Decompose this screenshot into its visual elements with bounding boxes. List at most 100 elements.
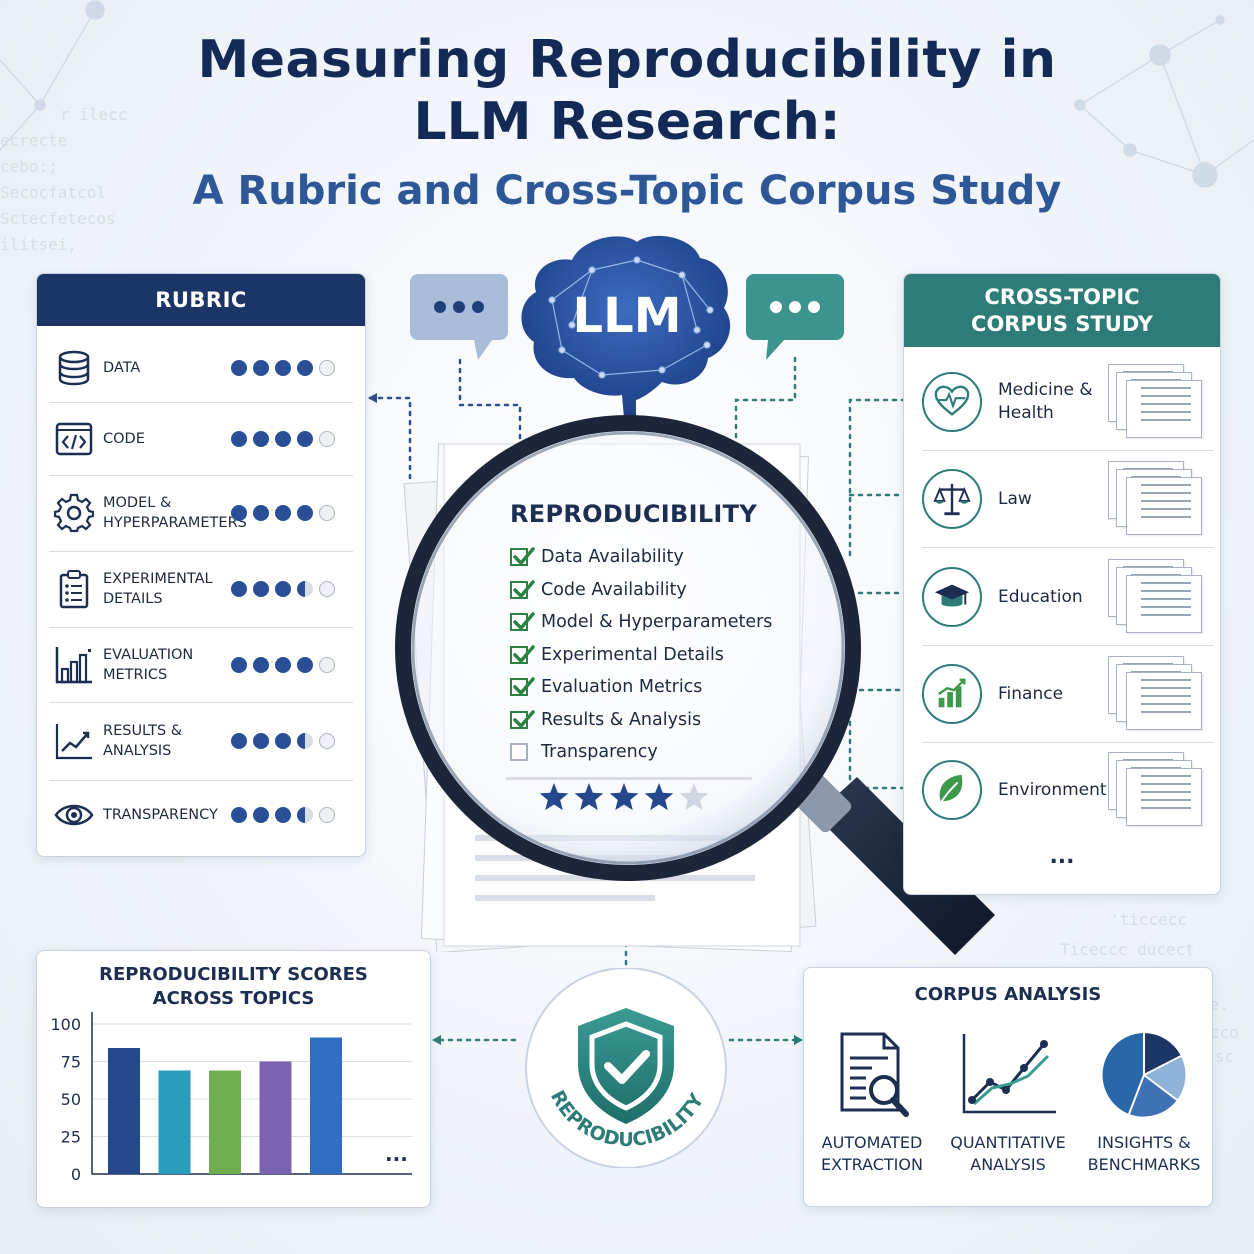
line-chart-icon xyxy=(49,716,99,766)
topic-label: Finance xyxy=(998,683,1064,704)
rubric-label: MODEL & HYPERPARAMETERS xyxy=(103,495,247,531)
code-icon xyxy=(49,414,99,464)
rubric-row: RESULTS & ANALYSIS xyxy=(49,702,353,781)
gear-icon xyxy=(49,488,99,538)
star-filled-icon xyxy=(574,783,604,811)
score-dot xyxy=(231,807,247,823)
checklist-item: Experimental Details xyxy=(510,645,724,665)
rubric-row: DATA xyxy=(49,334,353,403)
y-tick-label: 75 xyxy=(61,1053,81,1072)
rubric-panel: RUBRIC DATA CODE MODEL & HYPERPARAMETERS EX… xyxy=(36,273,366,857)
score-dot xyxy=(319,656,335,673)
score-dot xyxy=(319,581,335,597)
chart-title-line2: ACROSS TOPICS xyxy=(152,988,315,1009)
page-subtitle: A Rubric and Cross-Topic Corpus Study xyxy=(192,168,1062,214)
rubric-row: TRANSPARENCY xyxy=(49,780,353,850)
score-dot xyxy=(253,505,269,521)
corpus-header-line1: CROSS-TOPIC xyxy=(984,284,1140,309)
chat-bubble-icon xyxy=(746,274,844,360)
rubric-row: EVALUATION METRICS xyxy=(49,627,353,703)
score-dot xyxy=(319,733,335,749)
bar xyxy=(259,1061,292,1174)
score-dots xyxy=(231,430,335,447)
score-dot xyxy=(231,581,247,597)
star-empty-icon xyxy=(679,783,709,811)
rubric-row: EXPERIMENTAL DETAILS xyxy=(49,551,353,628)
score-dot xyxy=(297,581,313,597)
divider xyxy=(506,777,752,780)
rubric-label: TRANSPARENCY xyxy=(103,807,218,823)
score-dot xyxy=(253,733,269,749)
analysis-label-line2: EXTRACTION xyxy=(821,1155,923,1174)
score-dots xyxy=(231,656,335,673)
checklist-label: Evaluation Metrics xyxy=(541,677,703,697)
topic-label: Education xyxy=(998,586,1083,607)
score-dot xyxy=(253,807,269,823)
score-dot xyxy=(231,430,247,447)
score-dot xyxy=(319,505,335,521)
score-dot xyxy=(253,360,269,376)
page-title-line2: LLM Research: xyxy=(413,92,841,152)
svg-text:Ticeccc ducect: Ticeccc ducect xyxy=(1060,940,1195,959)
rubric-header: RUBRIC xyxy=(37,274,365,326)
score-dot xyxy=(275,656,291,673)
score-dot xyxy=(319,430,335,447)
corpus-analysis-panel: CORPUS ANALYSIS AUTOMATED EXTRACTION QUAN… xyxy=(803,967,1213,1207)
score-dot xyxy=(297,505,313,521)
score-dot xyxy=(275,360,291,376)
score-dot xyxy=(319,807,335,823)
checklist-item: Model & Hyperparameters xyxy=(510,612,772,632)
checkbox-checked-icon xyxy=(510,579,535,599)
page-title-line1: Measuring Reproducibility in xyxy=(197,30,1057,90)
bar-chart: 100 75 50 25 0... xyxy=(50,1012,412,1184)
checklist-label: Results & Analysis xyxy=(541,709,702,730)
rubric-label: EVALUATION METRICS xyxy=(103,646,194,683)
svg-text:'ticcecc: 'ticcecc xyxy=(1110,910,1187,929)
document-stack-icon xyxy=(1108,461,1208,537)
topic-row: Law xyxy=(922,451,1214,548)
score-dot xyxy=(253,656,269,673)
star-filled-icon xyxy=(644,783,674,811)
svg-text:Sctecfetecos: Sctecfetecos xyxy=(0,209,116,228)
score-dots xyxy=(231,807,335,823)
checkbox-checked-icon xyxy=(510,709,535,729)
corpus-study-header: CROSS-TOPIC CORPUS STUDY xyxy=(904,274,1220,347)
rubric-label: CODE xyxy=(103,430,145,447)
chart-title-line1: REPRODUCIBILITY SCORES xyxy=(99,964,368,985)
graduation-cap-icon xyxy=(922,567,982,627)
checkbox-checked-icon xyxy=(510,644,535,664)
score-dot xyxy=(275,733,291,749)
corpus-header-line2: CORPUS STUDY xyxy=(971,311,1153,336)
score-dot xyxy=(297,360,313,376)
score-dot xyxy=(253,430,269,447)
scales-icon xyxy=(922,469,982,529)
topic-label: Law xyxy=(998,488,1032,509)
checklist-label: Data Availability xyxy=(541,547,684,567)
score-dot xyxy=(297,733,313,749)
chat-bubble-icon xyxy=(410,274,508,360)
y-tick-label: 0 xyxy=(71,1165,81,1184)
brain-icon: LLM xyxy=(521,235,731,418)
document-stack-icon xyxy=(1108,559,1208,635)
topic-label: Medicine & Health xyxy=(998,380,1093,423)
rubric-label: RESULTS & ANALYSIS xyxy=(103,723,183,759)
checkbox-checked-icon xyxy=(510,547,535,566)
checkbox-checked-icon xyxy=(510,677,535,696)
score-dot xyxy=(275,505,291,521)
svg-text:ilitsei,: ilitsei, xyxy=(0,235,77,254)
rubric-label: EXPERIMENTAL DETAILS xyxy=(103,571,213,607)
topic-row: Education xyxy=(922,549,1214,646)
svg-text:sc: sc xyxy=(1215,1047,1234,1066)
score-dot xyxy=(231,505,247,521)
checklist-title: REPRODUCIBILITY xyxy=(510,500,757,528)
more-bars: ... xyxy=(385,1142,408,1166)
pie-chart-icon xyxy=(1102,1033,1186,1117)
analysis-label-line2: ANALYSIS xyxy=(970,1155,1046,1174)
checklist-label: Code Availability xyxy=(541,579,687,600)
more-topics: ... xyxy=(1049,844,1075,869)
score-dot xyxy=(297,807,313,823)
checkbox-checked-icon xyxy=(510,612,535,631)
score-dot xyxy=(253,581,269,597)
score-dot xyxy=(319,360,335,376)
score-dot xyxy=(275,807,291,823)
